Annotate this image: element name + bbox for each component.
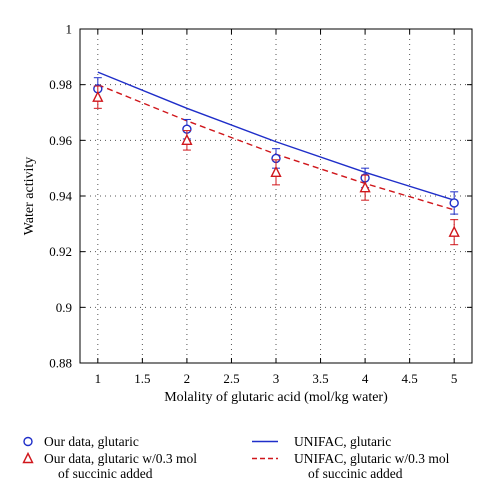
legend-label: UNIFAC, glutaric	[294, 434, 392, 449]
y-tick-label: 0.88	[49, 356, 72, 371]
y-tick-label: 0.9	[56, 300, 72, 315]
legend: Our data, glutaric Our data, glutaric w/…	[0, 422, 494, 500]
unifac-glutaric-line	[97, 71, 455, 201]
solid-line-icon	[252, 440, 278, 443]
legend-label-line2: of succinic added	[58, 466, 153, 481]
y-tick-label: 0.94	[49, 189, 72, 204]
series-layer	[92, 71, 460, 246]
y-tick-label: 0.98	[49, 77, 72, 92]
dashed-line-icon	[252, 457, 278, 460]
data-point-succinic	[270, 165, 282, 178]
legend-label: Our data, glutaric	[44, 434, 139, 449]
plot-frame	[79, 28, 473, 364]
x-tick-label: 3.5	[312, 371, 328, 386]
data-point-glutaric	[449, 198, 459, 208]
x-tick-label: 2.5	[223, 371, 239, 386]
legend-label-line1: Our data, glutaric w/0.3 mol	[44, 451, 197, 466]
x-tick-label: 4.5	[402, 371, 418, 386]
legend-label: Our data, glutaric w/0.3 mol of succinic…	[44, 451, 197, 481]
x-axis-label: Molality of glutaric acid (mol/kg water)	[164, 390, 388, 405]
y-tick-label: 0.92	[49, 244, 72, 259]
legend-label: UNIFAC, glutaric w/0.3 mol of succinic a…	[294, 451, 449, 481]
y-tick-label: 1	[66, 22, 73, 37]
data-point-succinic	[359, 181, 371, 193]
legend-label-line2: of succinic added	[308, 466, 403, 481]
y-axis-label: Water activity	[22, 157, 37, 236]
x-tick-label: 2	[184, 371, 191, 386]
axis-ticks: 1 1.5 2 2.5 3 3.5 4 4.5 5 0.88 0.9 0.92 0.94 0.96 0.98…	[49, 22, 472, 386]
data-point-succinic	[92, 90, 104, 102]
x-tick-label: 5	[451, 371, 458, 386]
x-tick-label: 1	[95, 371, 102, 386]
chart: 1 1.5 2 2.5 3 3.5 4 4.5 5 0.88 0.9 0.92 0.94 0.96 0.98…	[22, 22, 473, 405]
triangle-marker-icon	[22, 451, 34, 464]
data-point-succinic	[181, 133, 193, 146]
data-point-succinic	[448, 225, 460, 237]
y-tick-label: 0.96	[49, 133, 72, 148]
circle-marker-icon	[23, 436, 33, 447]
x-tick-label: 1.5	[134, 371, 150, 386]
x-tick-label: 3	[273, 371, 280, 386]
x-tick-label: 4	[362, 371, 369, 386]
legend-label-line1: UNIFAC, glutaric w/0.3 mol	[294, 451, 450, 466]
